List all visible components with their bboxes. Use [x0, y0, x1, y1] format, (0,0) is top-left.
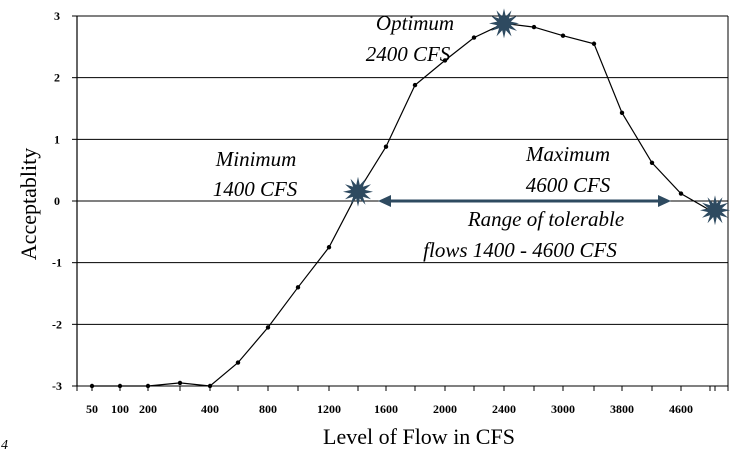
y-tick-label: -2 [52, 317, 62, 331]
x-tick-label: 100 [111, 402, 129, 416]
star-marker [489, 8, 519, 39]
data-point [89, 383, 95, 389]
data-point [471, 35, 477, 40]
minimum-label: Minimum [215, 147, 297, 171]
x-tick-label: 200 [139, 402, 157, 416]
range-arrow-head-right [658, 195, 671, 207]
maximum-value: 4600 CFS [526, 173, 611, 197]
data-point [326, 245, 332, 250]
data-point [442, 58, 448, 63]
range-value: flows 1400 - 4600 CFS [423, 238, 617, 262]
highlight-markers [343, 8, 730, 226]
y-axis-ticks: 3 2 1 0 -1 -2 -3 [52, 9, 77, 393]
x-tick-label: 800 [259, 402, 277, 416]
x-tick-label: 1600 [374, 402, 398, 416]
data-point [383, 144, 389, 149]
star-marker [700, 195, 730, 226]
x-tick-label: 3000 [551, 402, 575, 416]
data-point [649, 160, 655, 165]
minimum-value: 1400 CFS [213, 177, 298, 201]
y-tick-label: 2 [54, 71, 60, 85]
optimum-value: 2400 CFS [366, 42, 451, 66]
series-layer [89, 21, 718, 389]
maximum-label: Maximum [525, 142, 610, 166]
x-tick-label: 4600 [669, 402, 693, 416]
x-tick-label: 3800 [610, 402, 634, 416]
data-point [235, 360, 241, 365]
data-point [560, 33, 566, 38]
x-tick-label: 400 [201, 402, 219, 416]
data-point [531, 24, 537, 30]
optimum-label: Optimum [376, 11, 454, 35]
range-label: Range of tolerable [467, 207, 624, 231]
data-point [177, 380, 183, 386]
y-tick-label: -3 [52, 379, 62, 393]
data-point [591, 41, 597, 46]
y-tick-label: 0 [54, 194, 60, 208]
data-point [265, 325, 271, 330]
x-tick-label: 2400 [492, 402, 516, 416]
data-point [207, 383, 213, 389]
data-point [117, 383, 123, 389]
y-tick-label: -1 [52, 256, 62, 270]
x-tick-label: 2000 [433, 402, 457, 416]
star-marker [343, 176, 373, 207]
data-point [412, 82, 418, 88]
x-axis-ticks: 50 100 200 400 800 1200 1600 2000 2400 3000 3800 46… [76, 386, 729, 416]
x-tick-label: 50 [86, 402, 98, 416]
data-point [678, 191, 684, 196]
y-axis-label: Acceptablity [16, 148, 41, 260]
data-point [295, 285, 301, 290]
gridlines [76, 15, 729, 387]
data-point [145, 383, 151, 389]
x-axis-label: Level of Flow in CFS [323, 424, 515, 449]
x-tick-label: 1200 [317, 402, 341, 416]
range-arrow [378, 195, 671, 207]
range-arrow-head-left [378, 195, 391, 207]
corner-label: 4 [1, 438, 8, 451]
y-tick-label: 3 [54, 9, 60, 23]
data-point [619, 110, 625, 116]
y-tick-label: 1 [54, 132, 60, 146]
